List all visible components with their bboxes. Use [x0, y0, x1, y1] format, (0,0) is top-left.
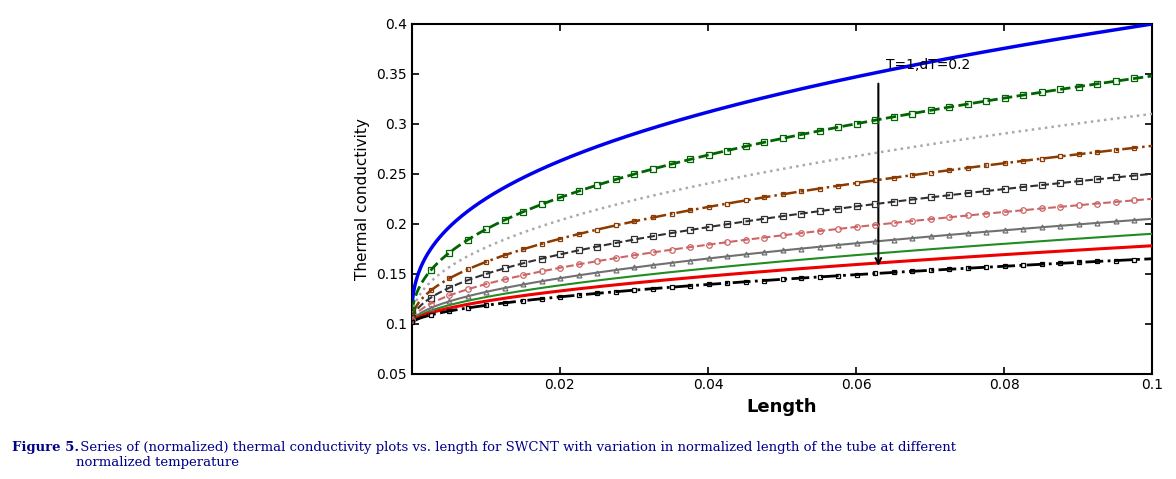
Y-axis label: Thermal conductivity: Thermal conductivity: [355, 118, 370, 280]
Text: Series of (normalized) thermal conductivity plots vs. length for SWCNT with vari: Series of (normalized) thermal conductiv…: [76, 441, 956, 468]
X-axis label: Length: Length: [747, 398, 817, 416]
Text: T=1,dT=0.2: T=1,dT=0.2: [886, 58, 970, 72]
Text: Figure 5.: Figure 5.: [12, 441, 79, 454]
